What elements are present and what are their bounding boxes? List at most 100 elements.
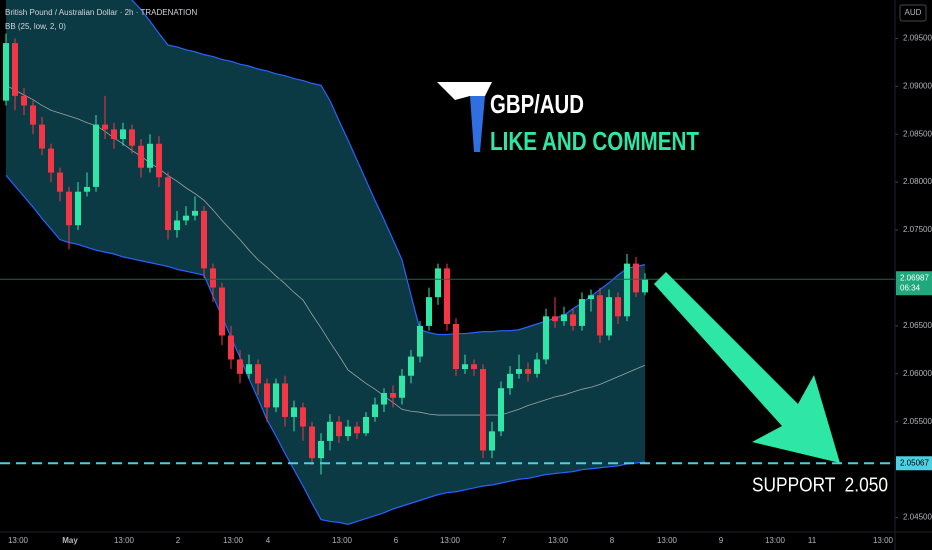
candle-body xyxy=(147,143,153,168)
candle-body xyxy=(390,393,396,398)
y-tick-label: 2.08000 xyxy=(903,177,932,186)
x-tick-label: 7 xyxy=(502,536,507,545)
candle-body xyxy=(138,145,144,168)
candle-body xyxy=(174,220,180,231)
candle-body xyxy=(615,297,621,317)
support-box xyxy=(896,456,932,471)
candle-body xyxy=(30,105,36,125)
candle-body xyxy=(462,364,468,370)
candle-body xyxy=(489,431,495,451)
x-tick-label: 13:00 xyxy=(8,536,29,545)
y-tick-label: 2.06000 xyxy=(903,369,932,378)
candle-body xyxy=(597,295,603,336)
candle-body xyxy=(21,95,27,106)
x-tick-label: 11 xyxy=(808,536,817,545)
candle-body xyxy=(3,43,9,101)
y-tick-label: 2.09000 xyxy=(903,81,932,90)
logo-top xyxy=(437,82,492,100)
candle-body xyxy=(579,299,585,326)
candle-body xyxy=(282,383,288,417)
candle-body xyxy=(111,129,117,139)
y-tick-label: 2.06500 xyxy=(903,321,932,330)
candle-body xyxy=(471,364,477,370)
candle-body xyxy=(156,143,162,178)
candle-body xyxy=(192,210,198,216)
bb-lower-line xyxy=(5,175,646,525)
candle-body xyxy=(507,373,513,389)
down-arrow xyxy=(654,272,840,463)
x-tick-label: 13:00 xyxy=(548,536,569,545)
candle-body xyxy=(39,124,45,149)
candle-body xyxy=(480,369,486,451)
countdown-label: 06:34 xyxy=(900,283,921,292)
support-annotation: SUPPORT 2.050 xyxy=(752,474,888,496)
x-tick-label: May xyxy=(62,536,78,545)
x-tick-label: 13:00 xyxy=(332,536,353,545)
candle-body xyxy=(561,314,567,322)
candle-body xyxy=(255,364,261,384)
last-price-box xyxy=(896,271,932,296)
candle-body xyxy=(498,388,504,432)
x-tick-label: 13:00 xyxy=(657,536,678,545)
support-label: 2.05067 xyxy=(900,458,929,467)
candle-body xyxy=(408,356,414,376)
y-tick-label: 2.08500 xyxy=(903,129,932,138)
candle-body xyxy=(291,407,297,417)
candle-body xyxy=(588,295,594,300)
y-tick-label: 2.05500 xyxy=(903,417,932,426)
candle-body xyxy=(318,440,324,459)
candle-body xyxy=(399,375,405,398)
candle-body xyxy=(543,316,549,360)
candle-body xyxy=(102,124,108,130)
candle-body xyxy=(309,426,315,459)
candle-body xyxy=(129,129,135,146)
candle-body xyxy=(570,314,576,326)
x-tick-label: 13:00 xyxy=(765,536,786,545)
candle-body xyxy=(57,172,63,192)
candle-body xyxy=(201,210,207,269)
candle-body xyxy=(525,369,531,374)
candles xyxy=(3,33,648,475)
candle-body xyxy=(624,263,630,317)
candle-body xyxy=(120,129,126,139)
candle-body xyxy=(300,407,306,427)
candle-body xyxy=(426,297,432,326)
x-tick-label: 2 xyxy=(176,536,181,545)
x-tick-label: 13:00 xyxy=(223,536,244,545)
x-tick-label: 6 xyxy=(394,536,399,545)
candle-body xyxy=(354,426,360,434)
candle-body xyxy=(264,383,270,408)
candle-body xyxy=(327,421,333,441)
candle-body xyxy=(336,421,342,437)
y-tick-label: 2.07500 xyxy=(903,225,932,234)
candle-body xyxy=(246,364,252,374)
candle-body xyxy=(372,404,378,417)
candle-body xyxy=(228,335,234,360)
indicator-label: BB (25, low, 2, 0) xyxy=(5,22,66,31)
overlay: 2.04500 2.05500 2.06000 2.06500 2.07500 2.080… xyxy=(0,33,932,545)
last-price-label: 2.06987 xyxy=(900,273,929,282)
logo xyxy=(437,82,492,152)
candle-body xyxy=(219,287,225,336)
candle-body xyxy=(345,426,351,437)
x-tick-label: 4 xyxy=(266,536,271,545)
candle-body xyxy=(381,393,387,405)
candle-body xyxy=(210,268,216,288)
y-tick-label: 2.09500 xyxy=(903,33,932,42)
pair-annotation: GBP/AUD xyxy=(490,89,584,119)
candle-body xyxy=(642,279,648,293)
candle-body xyxy=(12,43,18,96)
currency-label[interactable]: AUD xyxy=(905,8,922,17)
currency-box[interactable] xyxy=(899,4,927,22)
x-tick-label: 13:00 xyxy=(114,536,135,545)
x-tick-label: 13:00 xyxy=(440,536,461,545)
x-tick-label: 13:00 xyxy=(873,536,894,545)
candle-body xyxy=(417,325,423,357)
bb-upper-line xyxy=(131,0,646,336)
x-tick-label: 9 xyxy=(719,536,724,545)
candle-body xyxy=(444,268,450,324)
candle-body xyxy=(48,148,54,173)
candle-body xyxy=(453,323,459,370)
logo-stem xyxy=(470,96,485,152)
